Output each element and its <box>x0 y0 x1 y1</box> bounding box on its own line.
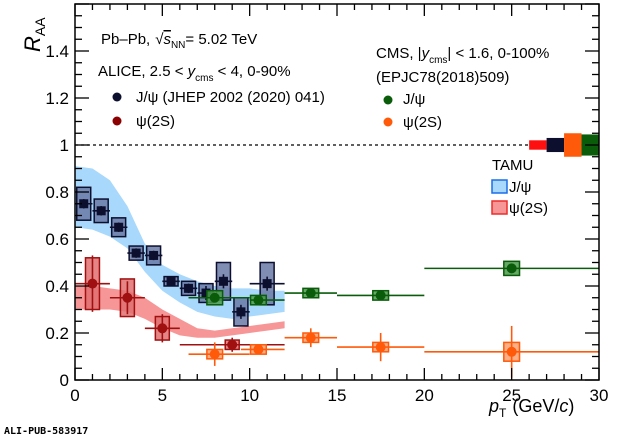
watermark: ALI-PUB-583917 <box>4 426 88 437</box>
data-point <box>157 323 168 334</box>
legend-marker-alice-jpsi <box>112 92 122 102</box>
data-point <box>236 307 246 317</box>
legend-label-alice-jpsi: J/ψ (JHEP 2002 (2020) 041) <box>136 89 325 106</box>
cms-header: CMS, |ycms| < 1.6, 0-100% <box>376 45 549 66</box>
x-tick-label: 25 <box>502 386 521 405</box>
legend-marker-cms-psi2s <box>383 117 393 127</box>
data-point <box>375 342 386 353</box>
data-point <box>305 288 316 299</box>
y-tick-label: 0.4 <box>45 277 69 296</box>
legend-label-tamu-psi2s: ψ(2S) <box>509 200 548 217</box>
legend-marker-alice-psi2s <box>112 116 122 126</box>
legend-label-tamu-jpsi: J/ψ <box>509 179 531 196</box>
global-uncertainty-box <box>546 137 565 153</box>
y-tick-label: 0 <box>60 371 69 390</box>
data-point <box>209 349 220 360</box>
cms-reference: (EPJC78(2018)509) <box>376 69 509 86</box>
x-tick-label: 30 <box>590 386 609 405</box>
legend-title-tamu: TAMU <box>492 157 533 174</box>
global-uncertainty-box <box>564 133 582 157</box>
data-point <box>227 339 238 350</box>
y-tick-label: 0.2 <box>45 324 69 343</box>
data-point <box>96 206 106 216</box>
y-tick-label: 0.8 <box>45 183 69 202</box>
data-point <box>79 199 89 209</box>
legend-label-alice-psi2s: ψ(2S) <box>136 113 175 130</box>
global-uncertainty-box <box>529 140 547 150</box>
x-tick-label: 15 <box>328 386 347 405</box>
x-tick-label: 5 <box>158 386 167 405</box>
data-point <box>87 278 98 289</box>
data-point <box>305 332 316 343</box>
legend-swatch-tamu-jpsi <box>491 179 508 194</box>
y-axis-title: RAA <box>20 17 48 52</box>
svg-text:Pb–Pb,√sNN= 5.02 TeV: Pb–Pb, √sNN= 5.02 TeV <box>101 31 257 51</box>
alice-header: ALICE, 2.5 < ycms < 4, 0-90% <box>98 63 291 84</box>
data-point <box>253 295 264 306</box>
x-tick-label: 20 <box>415 386 434 405</box>
data-point <box>506 346 517 357</box>
data-point <box>166 276 176 286</box>
legend-marker-cms-jpsi <box>383 95 393 105</box>
alice-j-psi-series <box>75 186 285 327</box>
y-tick-label: 1.4 <box>45 42 69 61</box>
x-tick-label: 10 <box>240 386 259 405</box>
data-point <box>201 288 211 298</box>
y-tick-label: 1 <box>60 136 69 155</box>
data-point <box>375 290 386 301</box>
data-point <box>253 344 264 355</box>
legend-label-cms-psi2s: ψ(2S) <box>403 114 442 131</box>
data-point <box>218 276 228 286</box>
collision-system-label: Pb–Pb, √sNN= 5.02 TeV <box>101 31 257 51</box>
data-point <box>506 263 517 274</box>
x-tick-label: 0 <box>70 386 79 405</box>
model-bands <box>75 166 285 338</box>
data-point <box>114 222 124 232</box>
data-point <box>122 292 133 303</box>
alice-psi-2s--series <box>75 255 285 352</box>
cms-psi-2s--series <box>188 325 599 378</box>
cms-j-psi-series <box>188 260 599 306</box>
legend: J/ψ (JHEP 2002 (2020) 041) ψ(2S) J/ψ ψ(2… <box>112 89 548 217</box>
data-series <box>75 186 599 378</box>
legend-swatch-tamu-psi2s <box>491 200 508 215</box>
data-point <box>184 283 194 293</box>
y-tick-label: 0.6 <box>45 230 69 249</box>
legend-label-cms-jpsi: J/ψ <box>403 91 425 108</box>
y-tick-label: 1.2 <box>45 89 69 108</box>
data-point <box>209 292 220 303</box>
axis-ticks: 0 5 10 15 20 25 30 0 0.2 0.4 0.6 0.8 1 1.2 1.4 <box>45 3 609 405</box>
data-point <box>131 248 141 258</box>
x-axis-title: pT (GeV/c) <box>488 396 574 420</box>
data-point <box>149 250 159 260</box>
data-point <box>262 279 272 289</box>
